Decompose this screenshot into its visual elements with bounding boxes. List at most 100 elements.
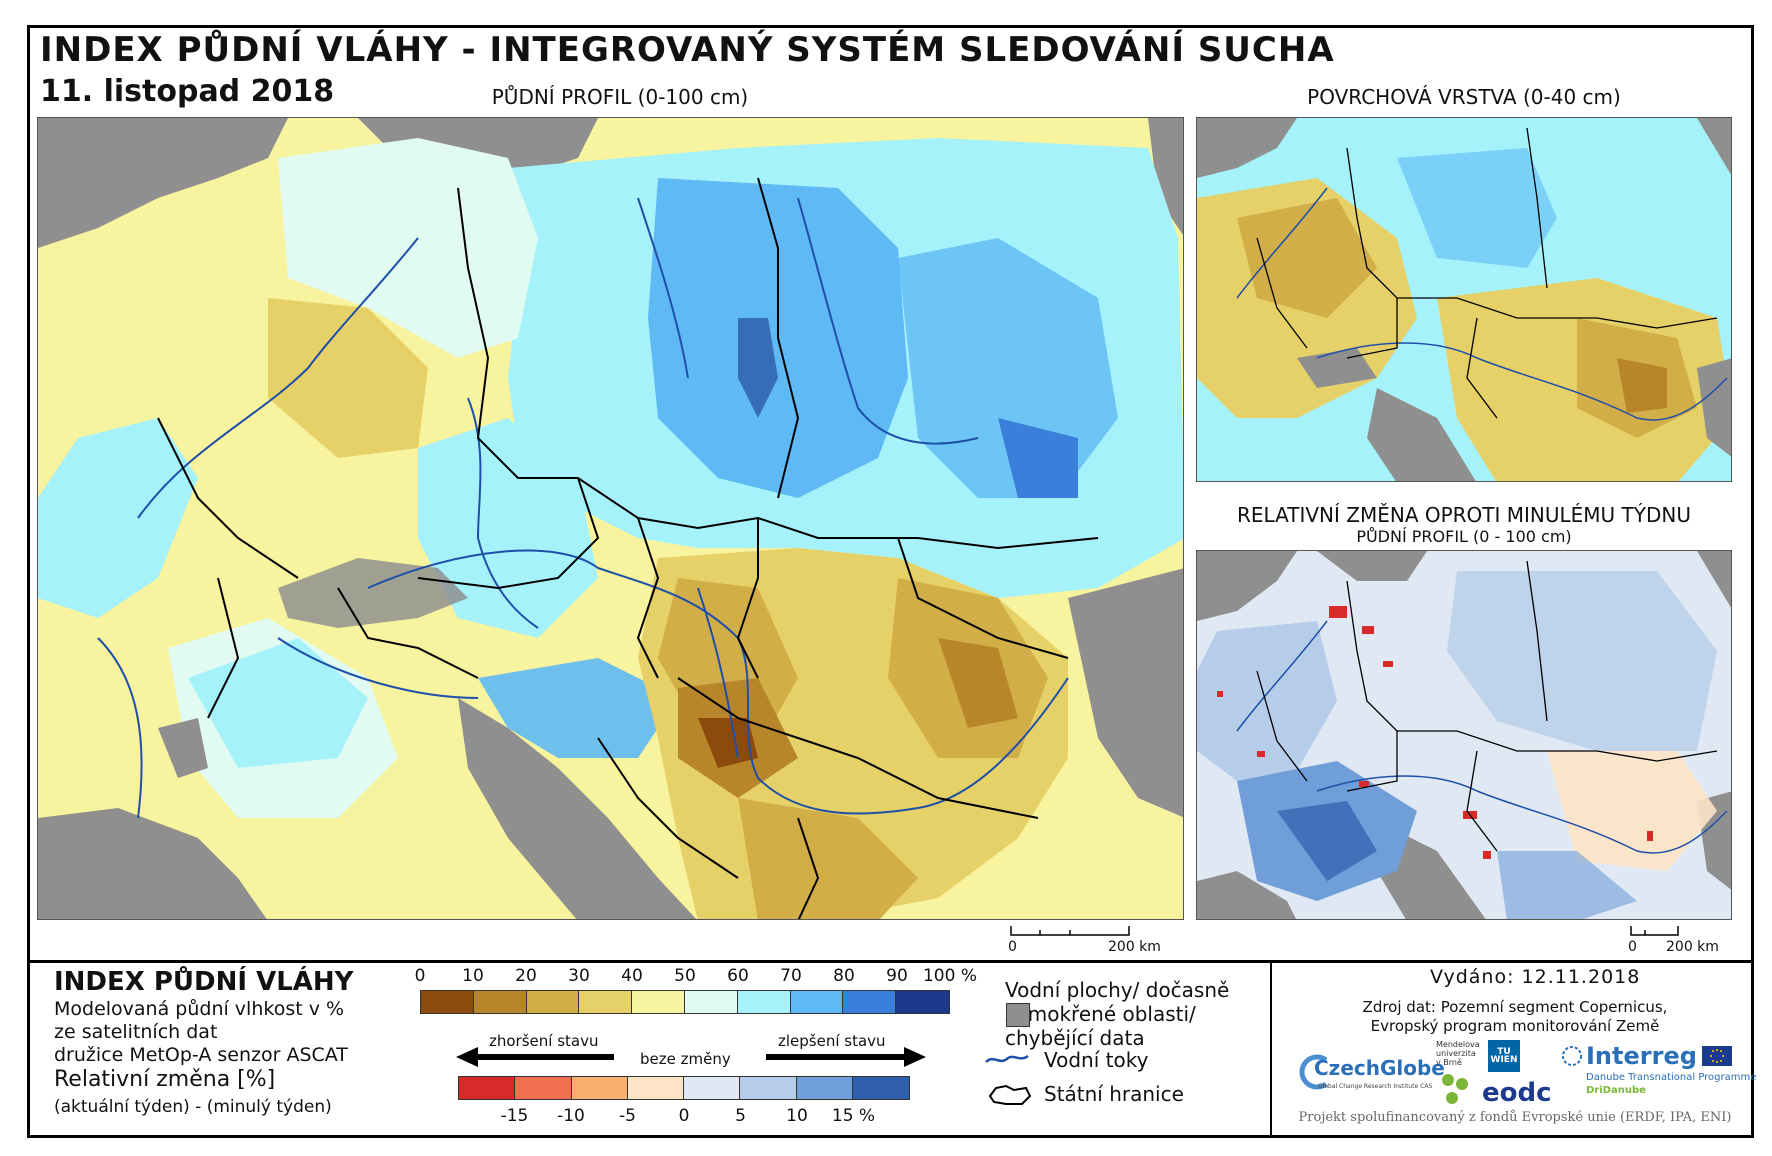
change-tick-2: -5 — [619, 1106, 636, 1126]
czechglobe-logo-text: CzechGlobe — [1314, 1056, 1445, 1080]
czechglobe-logo-subtext: Global Change Research Institute CAS — [1318, 1083, 1433, 1090]
moisture-swatch-1 — [473, 991, 527, 1013]
moisture-color-scale — [420, 990, 950, 1014]
moisture-swatch-8 — [843, 991, 897, 1013]
mendel-university-logo: Mendelova univerzita v Brně — [1436, 1040, 1486, 1112]
change-tick-0: -15 — [500, 1106, 529, 1126]
interreg-logo-text: Interreg — [1586, 1042, 1697, 1070]
key-water-line2: zamokřené oblasti/ — [1005, 1002, 1196, 1026]
change-swatch-6 — [796, 1077, 853, 1099]
data-source-line1: Zdroj dat: Pozemní segment Copernicus, — [1362, 998, 1668, 1016]
main-map-svg — [38, 118, 1183, 919]
moisture-tick-2: 20 — [515, 966, 537, 986]
eodc-logo: eodc — [1482, 1078, 1552, 1108]
outer-frame — [27, 25, 1754, 1138]
worse-arrow — [456, 1047, 614, 1067]
main-scale-zero: 0 — [1008, 939, 1017, 955]
river-symbol — [985, 1054, 1029, 1063]
moisture-swatch-6 — [737, 991, 791, 1013]
legend-description: Modelovaná půdní vlhkost v % ze satelitn… — [54, 998, 348, 1067]
legend-vertical-divider — [1270, 960, 1272, 1138]
change-swatch-7 — [852, 1077, 909, 1099]
surface-layer-map — [1196, 117, 1732, 482]
main-map-label: PŮDNÍ PROFIL (0-100 cm) — [491, 85, 749, 109]
change-swatch-5 — [740, 1077, 797, 1099]
change-direction-arrows — [456, 1047, 926, 1067]
data-source: Zdroj dat: Pozemní segment Copernicus, E… — [1280, 998, 1750, 1036]
moisture-swatch-7 — [790, 991, 844, 1013]
relative-change-subtitle: (aktuální týden) - (minulý týden) — [54, 1097, 332, 1117]
moisture-swatch-0 — [421, 991, 474, 1013]
no-change-label: beze změny — [640, 1050, 731, 1068]
change-map-svg — [1197, 551, 1731, 919]
moisture-swatch-3 — [579, 991, 633, 1013]
change-tick-3: 0 — [678, 1106, 690, 1126]
better-label: zlepšení stavu — [778, 1032, 886, 1050]
moisture-tick-8: 80 — [833, 966, 855, 986]
moisture-swatch-4 — [632, 991, 685, 1013]
moisture-tick-3: 30 — [568, 966, 590, 986]
key-water-line3: chybějící data — [1005, 1026, 1145, 1050]
main-soil-moisture-map — [37, 117, 1184, 920]
water-gray-swatch — [1006, 1003, 1030, 1027]
key-borders-label: Státní hranice — [1044, 1082, 1184, 1106]
change-tick-6: 15 % — [831, 1106, 876, 1126]
interreg-logo: Interreg Danube Transnational Programme … — [1560, 1042, 1756, 1106]
change-map-sublabel: PŮDNÍ PROFIL (0 - 100 cm) — [1356, 527, 1572, 546]
tu-wien-logo: TU WIEN — [1488, 1040, 1520, 1072]
moisture-tick-0: 0 — [414, 966, 426, 986]
tu-wien-logo-text: TU WIEN — [1490, 1047, 1518, 1065]
relative-change-map — [1196, 550, 1732, 920]
small-scale-bar: 0 200 km — [1628, 925, 1738, 955]
change-tick-1: -10 — [557, 1106, 585, 1126]
moisture-tick-6: 60 — [727, 966, 749, 986]
change-map-label: RELATIVNÍ ZMĚNA OPROTI MINULÉMU TÝDNU — [1236, 503, 1691, 527]
project-funding-note: Projekt spolufinancovaný z fondů Evropsk… — [1298, 1110, 1732, 1125]
worse-label: zhoršení stavu — [489, 1032, 599, 1050]
relative-change-title: Relativní změna [%] — [54, 1067, 276, 1092]
small-scale-zero: 0 — [1628, 939, 1637, 955]
change-tick-5: 10 — [786, 1106, 808, 1126]
mendel-logo-text: Mendelova univerzita v Brně — [1436, 1040, 1480, 1067]
eu-flag-icon — [1702, 1046, 1732, 1066]
moisture-tick-9: 90 — [886, 966, 908, 986]
main-scale-distance: 200 km — [1108, 939, 1161, 955]
moisture-tick-5: 50 — [674, 966, 696, 986]
legend-title: INDEX PŮDNÍ VLÁHY — [54, 967, 354, 997]
interreg-logo-subtext1: Danube Transnational Programme — [1586, 1072, 1757, 1083]
surface-map-svg — [1197, 118, 1731, 481]
change-color-scale — [458, 1076, 910, 1100]
better-arrow — [766, 1047, 926, 1067]
czechglobe-logo: CzechGlobe Global Change Research Instit… — [1296, 1050, 1446, 1096]
page-title: INDEX PŮDNÍ VLÁHY - INTEGROVANÝ SYSTÉM S… — [40, 30, 1335, 70]
change-swatch-3 — [627, 1077, 684, 1099]
legend-desc-line1: Modelovaná půdní vlhkost v % — [54, 998, 345, 1020]
key-water-text: Vodní plochy/ dočasně zamokřené oblasti/… — [1005, 978, 1265, 1050]
legend-desc-line2: ze satelitních dat — [54, 1021, 218, 1043]
key-rivers-label: Vodní toky — [1044, 1048, 1149, 1072]
interreg-logo-subtext2: DriDanube — [1586, 1085, 1646, 1096]
moisture-tick-4: 40 — [621, 966, 643, 986]
change-swatch-1 — [515, 1077, 572, 1099]
main-scale-bar: 0 200 km — [1008, 925, 1168, 955]
legend-desc-line3: družice MetOp-A senzor ASCAT — [54, 1044, 348, 1066]
moisture-tick-1: 10 — [462, 966, 484, 986]
change-swatch-0 — [459, 1077, 516, 1099]
change-tick-4: 5 — [735, 1106, 746, 1126]
map-date: 11. listopad 2018 — [40, 74, 335, 109]
moisture-swatch-5 — [684, 991, 738, 1013]
issued-date: Vydáno: 12.11.2018 — [1430, 966, 1641, 988]
border-symbol — [988, 1084, 1032, 1105]
moisture-scale-ticks: 0 10 20 30 40 50 60 70 80 90 100 % — [415, 966, 977, 988]
small-scale-distance: 200 km — [1666, 939, 1719, 955]
surface-map-label: POVRCHOVÁ VRSTVA (0-40 cm) — [1307, 85, 1621, 109]
key-water-line1: Vodní plochy/ dočasně — [1005, 978, 1230, 1002]
data-source-line2: Evropský program monitorování Země — [1370, 1017, 1660, 1035]
legend-divider — [27, 960, 1754, 963]
moisture-tick-10: 100 % — [922, 966, 978, 986]
moisture-tick-7: 70 — [780, 966, 802, 986]
change-swatch-4 — [684, 1077, 741, 1099]
moisture-swatch-2 — [526, 991, 580, 1013]
moisture-swatch-9 — [896, 991, 949, 1013]
change-scale-ticks: -15 -10 -5 0 5 10 15 % — [458, 1106, 910, 1128]
